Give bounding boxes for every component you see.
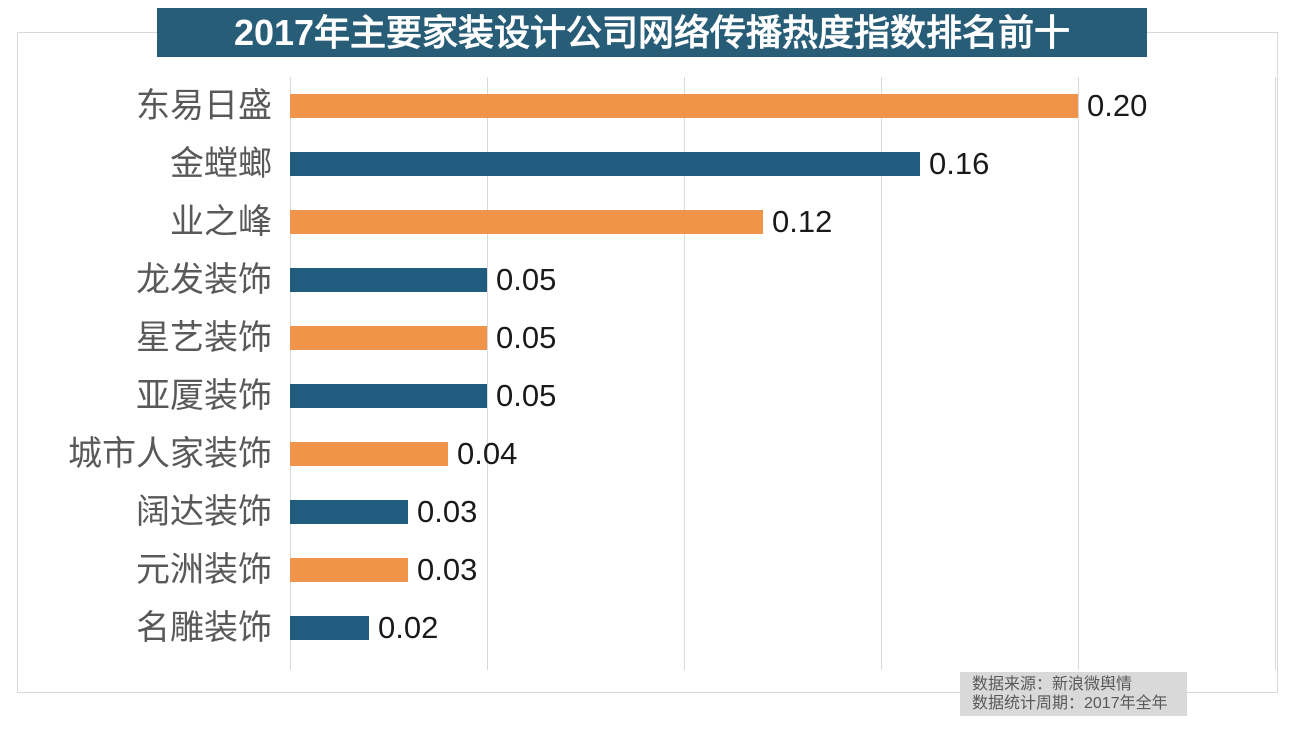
bar-row: 金螳螂 0.16 <box>0 135 1298 193</box>
bar-track: 0.02 <box>290 599 1298 657</box>
gridline <box>1078 77 1079 670</box>
chart-frame <box>17 32 1278 693</box>
bar <box>290 500 408 524</box>
bar-row: 名雕装饰 0.02 <box>0 599 1298 657</box>
bar-row: 星艺装饰 0.05 <box>0 309 1298 367</box>
bar-track: 0.16 <box>290 135 1298 193</box>
value-label: 0.05 <box>496 320 557 355</box>
value-label: 0.04 <box>457 436 518 471</box>
bar-track: 0.05 <box>290 367 1298 425</box>
chart-title: 2017年主要家装设计公司网络传播热度指数排名前十 <box>233 12 1071 53</box>
gridline <box>881 77 882 670</box>
category-label: 名雕装饰 <box>136 609 272 647</box>
value-label: 0.20 <box>1087 88 1148 123</box>
bar <box>290 94 1078 118</box>
bar <box>290 210 763 234</box>
bar-track: 0.03 <box>290 483 1298 541</box>
value-label: 0.03 <box>417 494 478 529</box>
bar-row: 龙发装饰 0.05 <box>0 251 1298 309</box>
bar-row: 亚厦装饰 0.05 <box>0 367 1298 425</box>
gridlines <box>290 77 1276 670</box>
bar <box>290 442 448 466</box>
chart-title-banner: 2017年主要家装设计公司网络传播热度指数排名前十 <box>157 8 1147 57</box>
bar-row: 阔达装饰 0.03 <box>0 483 1298 541</box>
gridline <box>1275 77 1276 670</box>
value-label: 0.02 <box>378 610 439 645</box>
category-label: 东易日盛 <box>136 87 272 125</box>
bar <box>290 152 920 176</box>
bar-chart: 东易日盛 0.20 金螳螂 0.16 业之峰 0.12 龙发装饰 0.05 星艺… <box>0 77 1298 657</box>
bar-row: 东易日盛 0.20 <box>0 77 1298 135</box>
category-label: 元洲装饰 <box>136 551 272 589</box>
source-note: 数据来源：新浪微舆情 数据统计周期：2017年全年 <box>960 672 1187 716</box>
category-label: 亚厦装饰 <box>136 377 272 415</box>
bar <box>290 384 487 408</box>
value-label: 0.16 <box>929 146 990 181</box>
value-label: 0.05 <box>496 262 557 297</box>
source-line-1: 数据来源：新浪微舆情 <box>972 676 1133 693</box>
bar-track: 0.04 <box>290 425 1298 483</box>
bar <box>290 616 369 640</box>
bar <box>290 326 487 350</box>
value-label: 0.03 <box>417 552 478 587</box>
bar-track: 0.12 <box>290 193 1298 251</box>
category-label: 星艺装饰 <box>136 319 272 357</box>
source-line-2: 数据统计周期：2017年全年 <box>972 695 1168 712</box>
bar-track: 0.20 <box>290 77 1298 135</box>
category-label: 阔达装饰 <box>136 493 272 531</box>
category-label: 业之峰 <box>170 203 272 241</box>
bar-row: 城市人家装饰 0.04 <box>0 425 1298 483</box>
bar <box>290 558 408 582</box>
bar-track: 0.03 <box>290 541 1298 599</box>
gridline <box>487 77 488 670</box>
value-label: 0.05 <box>496 378 557 413</box>
category-label: 金螳螂 <box>170 145 272 183</box>
gridline <box>684 77 685 670</box>
gridline <box>290 77 291 670</box>
bar-track: 0.05 <box>290 309 1298 367</box>
category-label: 龙发装饰 <box>136 261 272 299</box>
bar-row: 元洲装饰 0.03 <box>0 541 1298 599</box>
bar-track: 0.05 <box>290 251 1298 309</box>
bar-row: 业之峰 0.12 <box>0 193 1298 251</box>
value-label: 0.12 <box>772 204 833 239</box>
category-label: 城市人家装饰 <box>68 435 272 473</box>
bar <box>290 268 487 292</box>
